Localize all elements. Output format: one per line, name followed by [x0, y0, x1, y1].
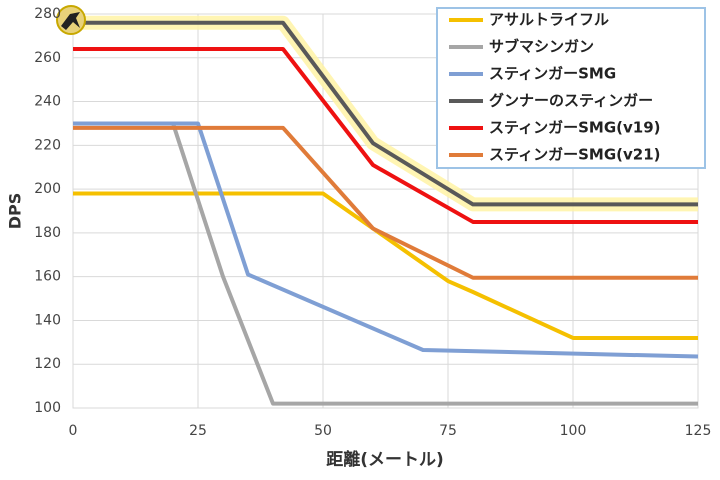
gunner-icon-shape — [61, 12, 80, 30]
y-tick-label: 100 — [34, 400, 61, 416]
series-line — [73, 20, 698, 207]
x-tick-label: 50 — [314, 423, 332, 439]
y-tick-label: 160 — [34, 269, 61, 285]
series-line — [73, 47, 698, 224]
legend-label: スティンガーSMG(v21) — [489, 146, 661, 164]
x-tick-label: 125 — [685, 423, 712, 439]
y-tick-label: 240 — [34, 94, 61, 110]
legend-label: グンナーのスティンガー — [489, 92, 653, 110]
icon — [56, 5, 86, 35]
series-line — [73, 125, 698, 280]
x-tick-label: 0 — [69, 423, 78, 439]
y-tick-label: 200 — [34, 181, 61, 197]
legend-label: スティンガーSMG(v19) — [489, 119, 661, 137]
x-tick-label: 100 — [560, 423, 587, 439]
series-line — [73, 191, 698, 340]
y-tick-label: 180 — [34, 225, 61, 241]
y-tick-label: 220 — [34, 137, 61, 153]
y-tick-label: 280 — [34, 6, 61, 22]
x-axis-title: 距離(メートル) — [326, 449, 444, 470]
series-line — [73, 121, 699, 359]
legend-label: サブマシンガン — [489, 38, 594, 56]
legend-box — [436, 7, 706, 169]
x-tick-label: 25 — [189, 423, 207, 439]
legend-label: アサルトライフル — [489, 11, 609, 29]
y-tick-label: 260 — [34, 50, 61, 66]
x-tick-label: 75 — [439, 423, 457, 439]
y-tick-label: 140 — [34, 312, 61, 328]
y-tick-label: 120 — [34, 356, 61, 372]
legend-label: スティンガーSMG — [489, 65, 616, 83]
y-axis-title: DPS — [6, 193, 25, 230]
